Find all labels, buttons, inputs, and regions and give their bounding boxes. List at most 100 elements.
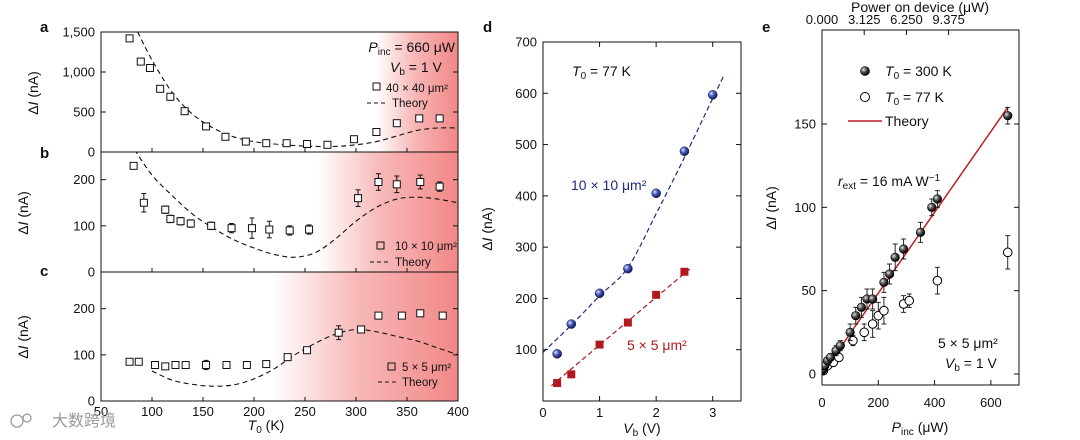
top-tick-label-e: 9.375 — [932, 12, 965, 27]
y-axis-label-b: ΔI (nA) — [15, 191, 31, 235]
top-tick-label-e: 3.125 — [848, 12, 881, 27]
data-point-a — [392, 119, 401, 128]
rext-annotation: rext = 16 mA W−1 — [838, 173, 941, 192]
data-point-c — [438, 311, 447, 320]
x-tick-label-d: 2 — [653, 405, 660, 420]
data-point-a — [136, 57, 145, 66]
theory-curve-b — [135, 152, 458, 258]
x-tick-label-e: 0 — [818, 395, 825, 410]
top-axis-label-e: Power on device (μW) — [851, 0, 989, 15]
data-point-c — [134, 357, 143, 366]
data-point-300k — [879, 277, 889, 287]
data-point-b — [176, 217, 185, 226]
x-tick-label-c: 150 — [192, 404, 214, 419]
top-tick-label-e: 6.250 — [890, 12, 923, 27]
vb-annotation-e: Vb = 1 V — [945, 355, 998, 374]
y-tick-label-d: 600 — [515, 86, 537, 101]
legend-marker-a — [372, 82, 381, 91]
data-point-a — [282, 139, 291, 148]
data-point-300k — [845, 327, 855, 337]
data-point-a — [166, 92, 175, 101]
panel-label-b: b — [40, 145, 49, 162]
data-point-300k — [884, 269, 895, 279]
y-tick-label-b: 0 — [88, 265, 95, 280]
legend-marker-b — [376, 241, 385, 250]
panel-d: 0 1 2 3 100 200 300 400 500 600 700 ΔI (nA) Vb (V)… — [479, 35, 742, 439]
panel-label-c: c — [40, 263, 48, 280]
data-point-300k — [851, 311, 861, 321]
data-point-c — [202, 361, 211, 369]
data-point-b — [227, 224, 236, 233]
data-point-300k — [932, 194, 942, 204]
x-tick-label-e: 200 — [867, 395, 889, 410]
frame-d — [542, 41, 742, 402]
data-point-red — [623, 318, 632, 327]
series-label-blue: 10 × 10 μm² — [571, 177, 647, 193]
data-point-a — [435, 114, 444, 123]
data-point-c — [242, 361, 251, 369]
data-point-77k — [1002, 247, 1013, 258]
legend-label-c: 5 × 5 μm² — [402, 362, 451, 374]
data-point-blue — [679, 146, 690, 156]
data-point-77k — [904, 295, 915, 306]
data-point-a — [156, 84, 165, 93]
y-tick-label-b: 200 — [73, 172, 95, 187]
y-tick-label-c: 200 — [73, 301, 95, 316]
data-point-c — [334, 328, 343, 337]
y-tick-label-a: 500 — [73, 105, 95, 120]
legend-theory-b: Theory — [395, 257, 431, 269]
data-point-a — [262, 139, 271, 148]
data-point-b — [416, 178, 425, 186]
data-point-blue — [594, 288, 605, 299]
shaded-region-b — [317, 152, 458, 272]
data-point-c — [397, 311, 406, 320]
data-point-b — [166, 214, 175, 223]
y-tick-label-c: 0 — [88, 394, 95, 409]
data-point-c — [416, 309, 425, 318]
data-point-300k — [1003, 111, 1013, 121]
data-point-blue — [552, 349, 562, 359]
x-tick-label-c: 350 — [396, 404, 418, 419]
t0-annotation-d: T0 = 77 K — [572, 63, 632, 82]
data-point-b — [285, 226, 294, 235]
y-tick-label-d: 200 — [515, 291, 537, 306]
data-point-c — [262, 360, 271, 369]
y-tick-label-e: 100 — [794, 200, 816, 215]
y-tick-label-b: 100 — [73, 218, 95, 233]
data-point-300k — [825, 352, 836, 362]
data-point-blue — [651, 188, 661, 199]
data-point-red — [553, 379, 562, 388]
x-tick-label-d: 0 — [539, 405, 546, 420]
legend-theory-c: Theory — [402, 377, 438, 389]
data-point-77k — [859, 327, 870, 338]
data-point-b — [354, 194, 363, 203]
data-point-b — [392, 180, 401, 189]
shaded-region-c — [272, 272, 458, 401]
data-point-b — [435, 182, 444, 191]
y-tick-label-c: 100 — [73, 347, 95, 362]
data-point-b — [207, 221, 216, 230]
series-label-red: 5 × 5 μm² — [627, 337, 687, 353]
data-point-c — [283, 353, 292, 362]
x-tick-label-c: 200 — [243, 404, 265, 419]
fit-line-red — [551, 268, 691, 387]
x-tick-label-e: 400 — [924, 395, 946, 410]
data-point-c — [181, 361, 190, 369]
frame-abc — [100, 31, 459, 402]
y-tick-label-e: 50 — [802, 283, 816, 298]
data-point-c — [161, 362, 170, 371]
legend-label-77k: T0 = 77 K — [885, 89, 945, 108]
data-point-red — [652, 290, 661, 299]
data-point-a — [145, 64, 154, 72]
data-point-red — [680, 267, 689, 276]
data-point-a — [372, 128, 381, 136]
legend-label-theory-e: Theory — [885, 113, 929, 129]
x-tick-label-e: 600 — [980, 395, 1002, 410]
shaded-region-a — [376, 32, 458, 152]
data-point-b — [139, 198, 148, 207]
y-tick-label-d: 700 — [515, 35, 537, 50]
panel-a: 0 500 1,000 1,500 ΔI (nA) Pinc = 660 μW Vb … — [25, 25, 459, 160]
x-axis-label-d: Vb (V) — [623, 420, 660, 439]
